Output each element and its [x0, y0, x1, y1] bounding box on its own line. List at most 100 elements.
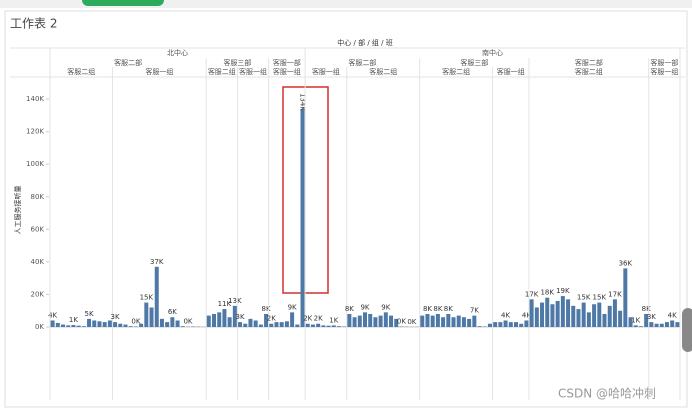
value-label: 3K: [647, 313, 656, 321]
bar: [71, 325, 76, 327]
bar: [545, 297, 550, 327]
department-header: 客服二部: [575, 58, 603, 67]
bar: [279, 322, 284, 327]
y-tick-label: 60K: [31, 225, 45, 233]
bar: [232, 305, 237, 327]
y-tick-label: 20K: [31, 290, 45, 298]
y-axis-label: 人工服务接听量: [13, 186, 22, 235]
bar: [87, 318, 92, 327]
bar: [264, 313, 269, 327]
value-label: 1K: [69, 316, 78, 324]
bar: [383, 312, 388, 327]
y-tick-label: 140K: [26, 95, 44, 103]
scroll-handle[interactable]: [682, 308, 692, 352]
bar: [217, 312, 222, 327]
bar: [581, 302, 586, 327]
value-label: 0K: [407, 318, 416, 326]
value-label: 134K: [299, 93, 307, 111]
bar: [295, 324, 300, 327]
team-header: 客服一组: [239, 67, 267, 76]
value-label: 8K: [423, 305, 432, 313]
value-label: 2K: [314, 315, 323, 323]
team-header: 客服二组: [369, 67, 397, 76]
bar: [352, 317, 357, 327]
department-header: 客服三部: [460, 58, 488, 67]
value-label: 9K: [360, 303, 369, 311]
bar: [534, 307, 539, 327]
value-label: 15K: [140, 294, 154, 302]
department-header: 客服二部: [114, 58, 142, 67]
bar: [92, 320, 97, 327]
bar: [675, 322, 680, 327]
value-label: 8K: [444, 305, 453, 313]
bar: [154, 266, 159, 327]
bar: [540, 302, 545, 327]
y-tick-label: 120K: [26, 128, 44, 136]
value-label: 4K: [501, 311, 510, 319]
value-label: 11K: [218, 300, 232, 308]
bar: [654, 323, 659, 327]
bar: [357, 315, 362, 327]
bar: [113, 322, 118, 327]
value-label: 4K: [522, 311, 531, 319]
bar: [638, 326, 643, 327]
value-label: 9K: [381, 303, 390, 311]
bar: [597, 302, 602, 327]
bar: [76, 325, 81, 327]
bar: [524, 320, 529, 327]
bar: [243, 323, 248, 327]
bar: [149, 307, 154, 327]
department-header: 客服一部: [650, 58, 678, 67]
bar: [253, 320, 258, 327]
value-label: 0K: [131, 318, 140, 326]
value-label: 8K: [433, 305, 442, 313]
bar: [269, 323, 274, 327]
sheet-frame: [4, 10, 688, 408]
bar: [159, 318, 164, 327]
bar: [602, 313, 607, 327]
bar: [571, 305, 576, 327]
bar: [612, 299, 617, 327]
value-label: 0K: [183, 318, 192, 326]
value-label: 3K: [236, 313, 245, 321]
bar: [97, 321, 102, 327]
bar: [618, 310, 623, 327]
bar: [170, 317, 175, 327]
bar: [61, 324, 66, 327]
bar: [290, 312, 295, 327]
bar: [248, 318, 253, 327]
value-label: 4K: [668, 311, 677, 319]
team-header: 客服二组: [442, 67, 470, 76]
bar: [238, 322, 243, 327]
bar: [498, 322, 503, 327]
bar: [102, 322, 107, 327]
bar: [227, 317, 232, 327]
value-label: 5K: [85, 310, 94, 318]
bar: [435, 313, 440, 327]
bar: [316, 323, 321, 327]
bar: [628, 317, 633, 327]
bar: [508, 322, 513, 327]
bar: [425, 313, 430, 327]
team-header: 客服一组: [145, 67, 173, 76]
value-label: 36K: [619, 259, 633, 267]
bar: [664, 322, 669, 327]
bar: [284, 321, 289, 327]
bar: [623, 268, 628, 327]
bar: [222, 309, 227, 327]
bar: [487, 323, 492, 327]
team-header: 客服一组: [312, 67, 340, 76]
y-tick-label: 80K: [31, 193, 45, 201]
value-label: 3K: [111, 313, 120, 321]
team-header: 客服一组: [650, 67, 678, 76]
team-header: 客服一组: [273, 67, 301, 76]
value-label: 4K: [48, 311, 57, 319]
value-label: 1K: [631, 316, 640, 324]
bar: [644, 313, 649, 327]
bar: [378, 315, 383, 327]
bar: [477, 326, 482, 327]
bar: [373, 317, 378, 327]
value-label: 13K: [228, 297, 242, 305]
bar: [461, 317, 466, 327]
bar: [347, 313, 352, 327]
